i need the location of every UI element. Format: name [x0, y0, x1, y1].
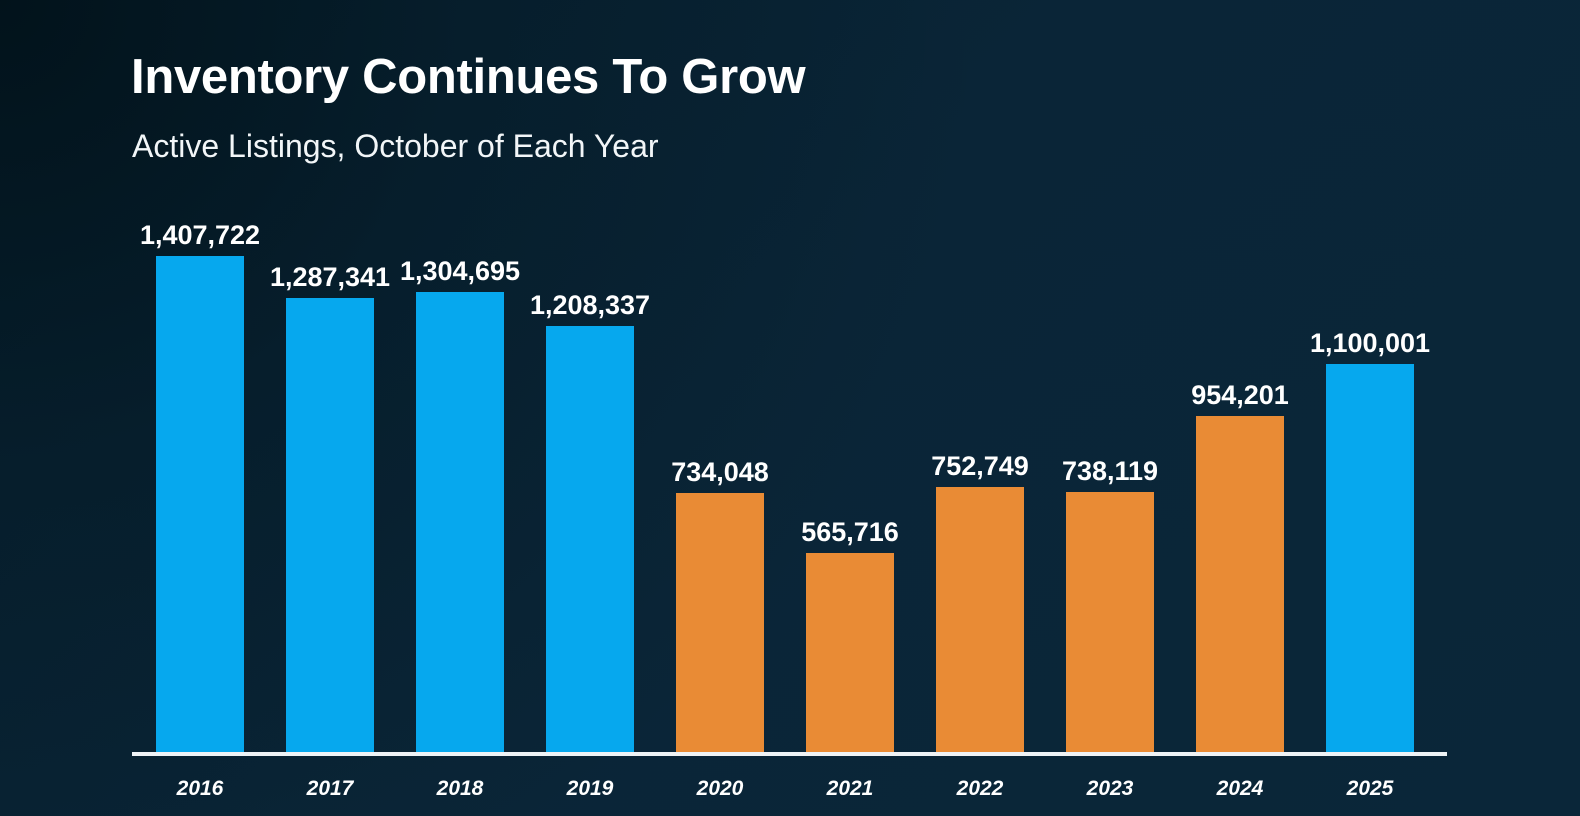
x-tick-label-2022: 2022	[956, 777, 1004, 800]
bar-value-label-2022: 752,749	[931, 450, 1029, 481]
x-tick-label-2023: 2023	[1086, 777, 1134, 800]
bar-2023	[1066, 491, 1154, 752]
x-tick-label-2018: 2018	[436, 777, 484, 800]
bar-value-label-2016: 1,407,722	[139, 219, 261, 250]
x-tick-label-2019: 2019	[566, 777, 614, 800]
bar-value-label-2024: 954,201	[1191, 379, 1289, 410]
bar-value-label-2025: 1,100,001	[1309, 328, 1431, 359]
x-tick-label-2016: 2016	[176, 777, 224, 800]
bar-value-label-2017: 1,287,341	[269, 262, 391, 293]
bar-2025	[1326, 364, 1414, 752]
x-axis-line	[132, 752, 1447, 756]
bar-value-label-2021: 565,716	[801, 516, 899, 547]
page-subtitle: Active Listings, October of Each Year	[132, 128, 659, 164]
page-title: Inventory Continues To Grow	[131, 50, 806, 104]
bar-2019	[546, 326, 634, 752]
bar-2017	[286, 298, 374, 752]
bar-value-label-2020: 734,048	[671, 457, 769, 488]
x-tick-label-2020: 2020	[696, 777, 744, 800]
bar-value-label-2023: 738,119	[1061, 455, 1159, 486]
bar-2018	[416, 292, 504, 752]
x-tick-label-2017: 2017	[306, 777, 354, 800]
bar-2021	[806, 552, 894, 752]
bar-value-label-2018: 1,304,695	[399, 256, 521, 287]
bar-2016	[156, 255, 244, 752]
bar-2020	[676, 493, 764, 752]
x-tick-label-2025: 2025	[1346, 777, 1394, 800]
bar-2024	[1196, 415, 1284, 752]
bar-2022	[936, 486, 1024, 752]
bar-value-label-2019: 1,208,337	[529, 290, 651, 321]
x-tick-label-2024: 2024	[1216, 777, 1264, 800]
x-tick-label-2021: 2021	[826, 777, 874, 800]
